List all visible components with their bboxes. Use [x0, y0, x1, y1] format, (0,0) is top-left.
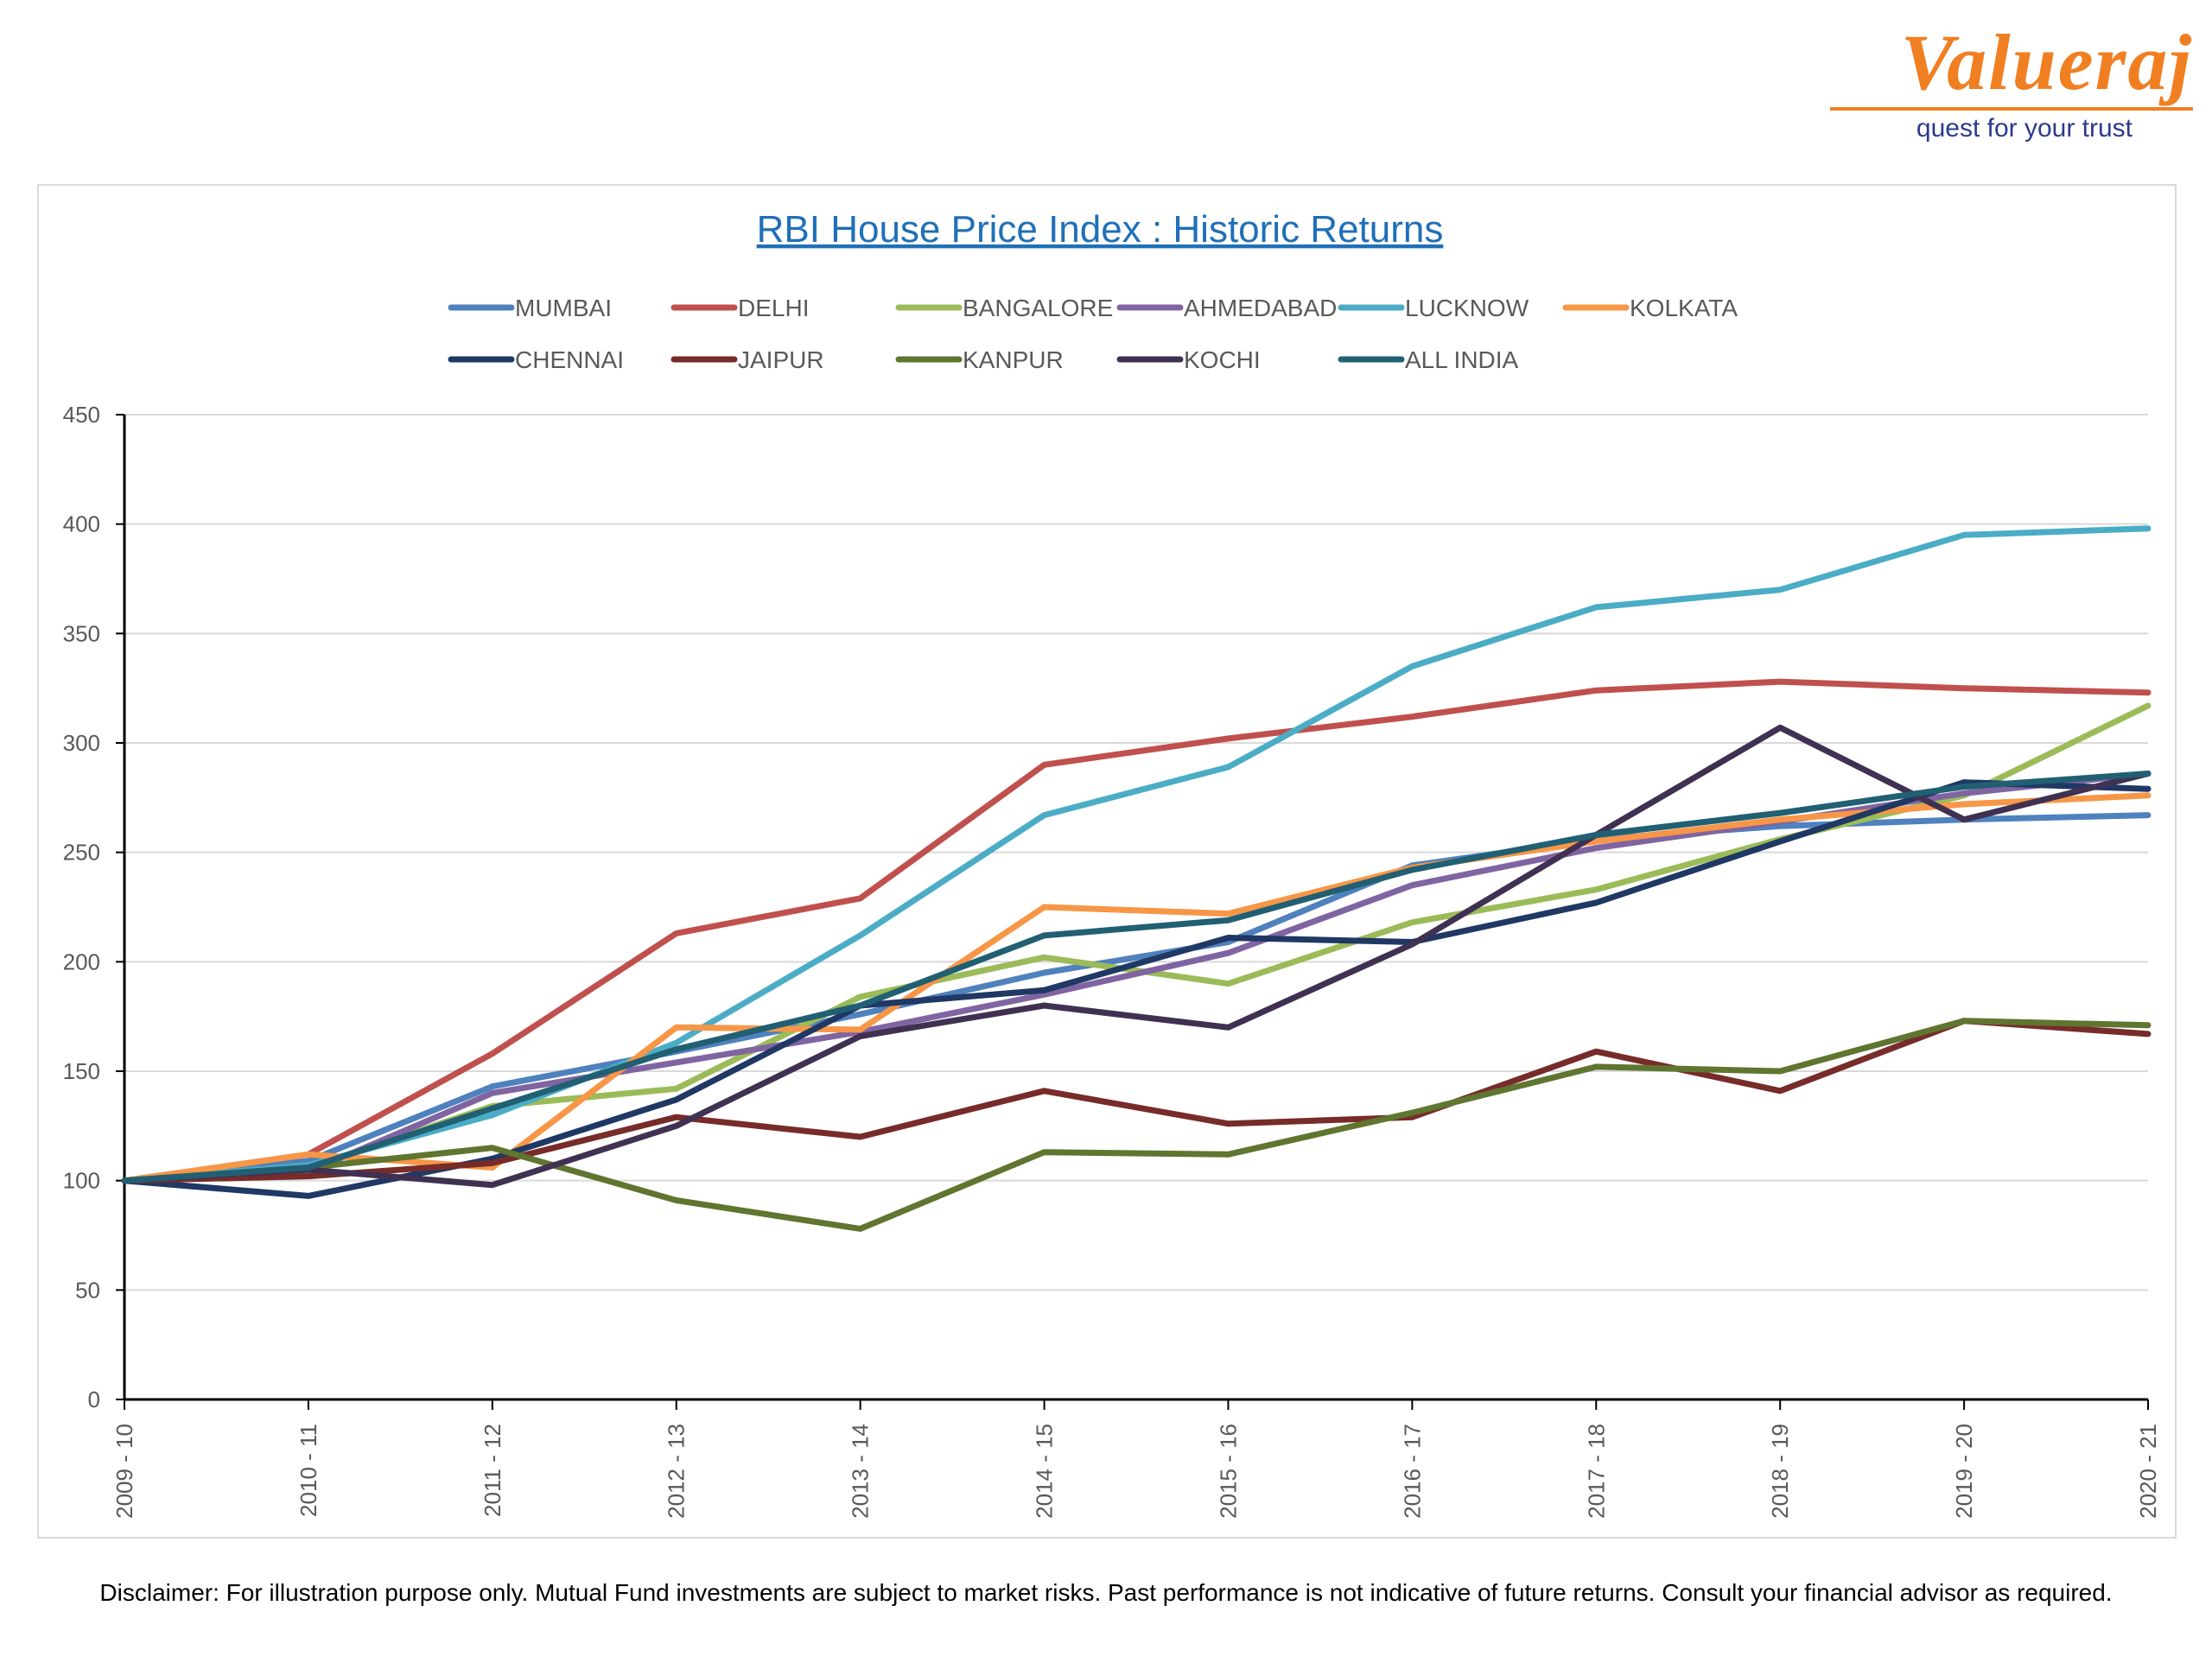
y-tick-label: 400 [63, 511, 100, 537]
x-tick-label: 2018 - 19 [1767, 1424, 1793, 1519]
legend-label: AHMEDABAD [1184, 295, 1337, 321]
x-tick-label: 2011 - 12 [480, 1424, 505, 1517]
y-tick-label: 250 [63, 840, 100, 866]
x-tick-label: 2016 - 17 [1399, 1424, 1425, 1519]
legend-item-all-india: ALL INDIA [1338, 346, 1519, 373]
legend-label: BANGALORE [963, 295, 1113, 321]
x-tick-label: 2009 - 10 [111, 1424, 137, 1519]
valueraj-logo: Valueraj quest for your trust [1830, 18, 2193, 143]
x-tick-label: 2015 - 16 [1215, 1424, 1241, 1519]
legend-item-kanpur: KANPUR [895, 346, 1064, 373]
chart-title: RBI House Price Index : Historic Returns [757, 208, 1444, 251]
legend-label: ALL INDIA [1405, 346, 1519, 373]
series-line-mumbai [121, 812, 2152, 1184]
y-tick-label: 300 [63, 730, 100, 756]
y-tick-label: 50 [75, 1277, 100, 1303]
x-tick-label: 2017 - 18 [1583, 1424, 1609, 1519]
legend-item-chennai: CHENNAI [448, 346, 624, 373]
legend-item-bangalore: BANGALORE [895, 295, 1113, 321]
legend-label: DELHI [738, 295, 809, 321]
y-tick-label: 450 [63, 402, 100, 428]
logo-underline [1830, 107, 2193, 111]
x-axis-ticks: 2009 - 10 2010 - 11 2011 - 12 2012 - 13 2013… [111, 1399, 2161, 1519]
y-axis-ticks: 0 50 100 150 200 250 300 350 400 450 [63, 402, 124, 1412]
x-tick-label: 2020 - 21 [2135, 1424, 2161, 1519]
x-tick-label: 2010 - 11 [296, 1424, 321, 1517]
disclaimer-text: Disclaimer: For illustration purpose onl… [99, 1579, 2113, 1606]
legend-item-kolkata: KOLKATA [1562, 295, 1738, 321]
legend-item-jaipur: JAIPUR [671, 346, 824, 373]
legend: MUMBAI DELHI BANGALORE AHMEDABAD LUCKNOW KOLK… [448, 295, 1738, 373]
axes [123, 415, 2148, 1401]
legend-label: MUMBAI [515, 295, 612, 321]
legend-item-delhi: DELHI [671, 295, 809, 321]
y-tick-label: 0 [88, 1387, 100, 1412]
series-line-kochi [121, 724, 2152, 1189]
series-lines [121, 525, 2152, 1232]
logo-tagline: quest for your trust [1916, 114, 2133, 143]
series-line-kanpur [121, 1018, 2152, 1232]
series-line-lucknow [121, 525, 2152, 1184]
logo-wordmark: Valueraj [1900, 18, 2193, 106]
legend-item-lucknow: LUCKNOW [1338, 295, 1529, 321]
gridlines [124, 414, 2148, 1291]
legend-label: KOCHI [1184, 346, 1261, 373]
legend-item-mumbai: MUMBAI [448, 295, 612, 321]
legend-label: LUCKNOW [1405, 295, 1529, 321]
series-line-jaipur [121, 1018, 2152, 1184]
legend-label: CHENNAI [515, 346, 624, 373]
legend-label: JAIPUR [738, 346, 824, 373]
x-tick-label: 2012 - 13 [664, 1424, 690, 1519]
legend-label: KANPUR [963, 346, 1064, 373]
y-tick-label: 100 [63, 1168, 100, 1194]
legend-item-kochi: KOCHI [1116, 346, 1261, 373]
legend-label: KOLKATA [1630, 295, 1738, 321]
series-line-delhi [121, 678, 2152, 1184]
y-tick-label: 350 [63, 620, 100, 646]
x-tick-label: 2013 - 14 [848, 1424, 874, 1519]
legend-item-ahmedabad: AHMEDABAD [1116, 295, 1337, 321]
x-tick-label: 2019 - 20 [1951, 1424, 1977, 1519]
chart-area-frame [37, 184, 2177, 1539]
series-line-all-india [121, 771, 2152, 1184]
y-tick-label: 150 [63, 1058, 100, 1084]
x-tick-label: 2014 - 15 [1032, 1424, 1058, 1519]
y-tick-label: 200 [63, 949, 100, 974]
series-line-ahmedabad [121, 771, 2152, 1184]
